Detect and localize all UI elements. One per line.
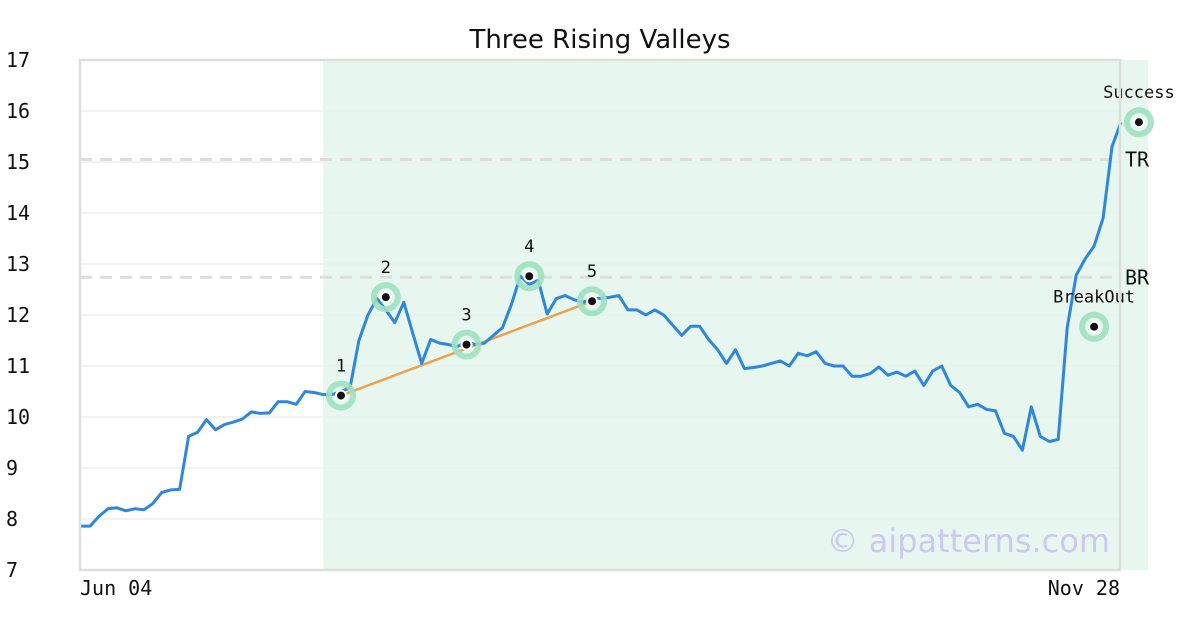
point-ring [577, 286, 608, 317]
y-tick-label: 15 [6, 150, 30, 174]
point-marker [586, 295, 599, 308]
point-label: BreakOut [1053, 288, 1135, 308]
point-ring [1079, 311, 1110, 342]
point-ring [451, 329, 482, 360]
point-label: 4 [524, 237, 534, 257]
y-tick-label: 13 [6, 252, 30, 276]
point-label: 3 [461, 306, 471, 326]
y-tick-label: 7 [6, 558, 18, 582]
point-ring [514, 261, 545, 292]
watermark: © aipatterns.com [827, 522, 1110, 560]
reference-label: BR [1125, 265, 1150, 289]
point-marker [335, 389, 347, 402]
point-label: 2 [381, 258, 391, 278]
x-axis-ticks: Jun 04 Nov 28 [80, 576, 1120, 600]
point-ring [370, 282, 401, 313]
y-tick-label: 12 [6, 303, 30, 327]
y-tick-label: 17 [6, 48, 30, 72]
plot-border [78, 58, 1122, 572]
y-tick-label: 8 [6, 507, 18, 531]
point-ring [1123, 107, 1154, 138]
y-axis-ticks: 7 8 9 10 11 12 13 14 15 16 17 [6, 48, 30, 582]
y-tick-label: 16 [6, 99, 30, 123]
y-tick-label: 11 [6, 354, 30, 378]
point-marker [460, 338, 473, 351]
point-marker [1088, 320, 1101, 333]
y-tick-label: 14 [6, 201, 30, 225]
point-marker [523, 270, 536, 283]
highlight-band [323, 60, 1148, 570]
point-ring [326, 380, 356, 411]
point-marker [1132, 116, 1145, 129]
point-label: 1 [336, 357, 346, 377]
point-marker [379, 291, 392, 304]
point-label: Success [1103, 83, 1175, 103]
reference-label: TR [1125, 147, 1150, 171]
pattern-highlight [323, 60, 1148, 570]
y-tick-label: 10 [6, 405, 30, 429]
x-tick-label: Nov 28 [1048, 576, 1120, 600]
x-tick-label: Jun 04 [80, 576, 152, 600]
y-tick-label: 9 [6, 456, 18, 480]
reference-lines: TR BR [80, 147, 1150, 289]
point-label: 5 [587, 262, 597, 282]
chart-title: Three Rising Valleys [468, 25, 730, 55]
